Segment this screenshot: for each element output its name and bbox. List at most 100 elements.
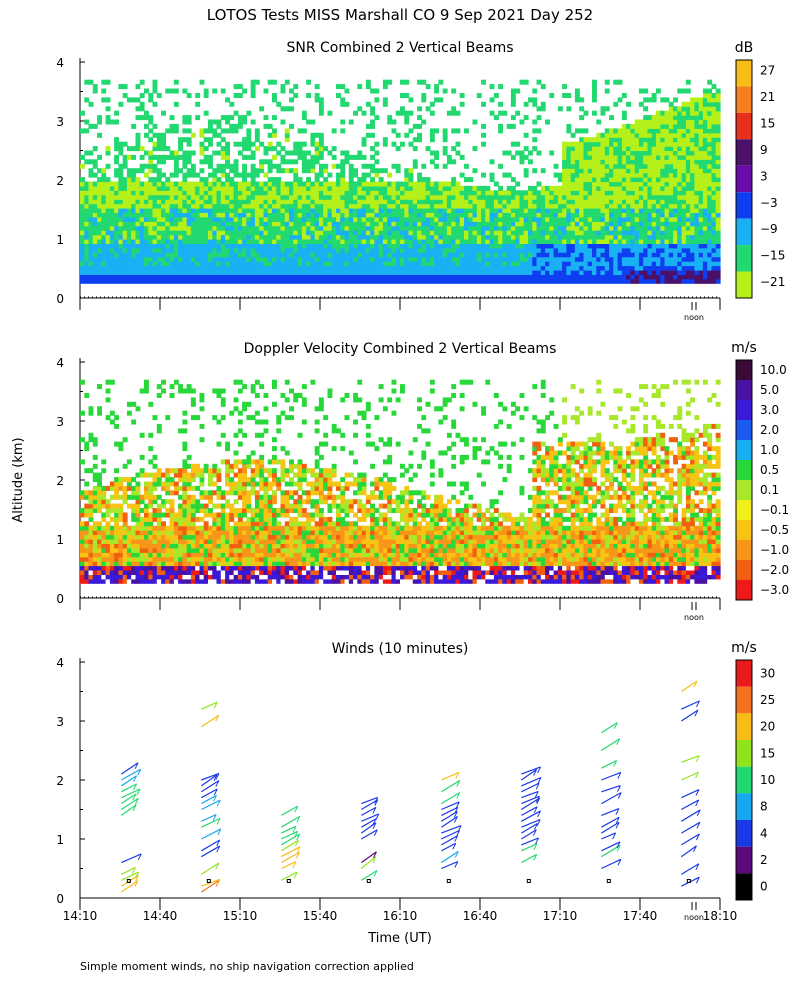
heatmap-cell <box>122 216 128 222</box>
heatmap-cell <box>698 110 704 116</box>
heatmap-cell <box>489 278 495 284</box>
heatmap-cell <box>293 270 299 275</box>
heatmap-cell <box>685 181 691 187</box>
heatmap-cell <box>161 137 166 143</box>
heatmap-cell <box>570 270 576 275</box>
heatmap-cell <box>562 163 567 169</box>
heatmap-cell <box>647 274 653 280</box>
heatmap-cell <box>310 168 316 174</box>
heatmap-cell <box>178 230 183 236</box>
heatmap-cell <box>583 199 589 205</box>
heatmap-cell <box>707 243 713 249</box>
heatmap-cell <box>566 203 572 209</box>
heatmap-cell <box>357 194 363 200</box>
heatmap-cell <box>203 208 209 213</box>
heatmap-cell <box>694 256 700 262</box>
heatmap-cell <box>336 265 341 271</box>
heatmap-cell <box>289 212 294 218</box>
heatmap-cell <box>707 128 713 134</box>
heatmap-cell <box>152 270 158 275</box>
heatmap-cell <box>481 239 486 244</box>
heatmap-cell <box>139 247 145 253</box>
heatmap-cell <box>242 252 247 258</box>
heatmap-cell <box>425 230 431 236</box>
heatmap-cell <box>609 247 614 253</box>
heatmap-cell <box>135 194 141 200</box>
heatmap-cell <box>481 123 486 129</box>
heatmap-cell <box>327 194 333 200</box>
heatmap-cell <box>545 247 550 253</box>
heatmap-cell <box>272 93 277 98</box>
heatmap-cell <box>156 203 162 209</box>
heatmap-cell <box>242 168 247 174</box>
heatmap-cell <box>638 88 644 94</box>
heatmap-cell <box>237 150 243 156</box>
heatmap-cell <box>570 208 576 213</box>
heatmap-cell <box>190 261 196 267</box>
heatmap-cell <box>336 216 341 222</box>
heatmap-cell <box>583 247 589 253</box>
heatmap-cell <box>455 208 461 213</box>
heatmap-cell <box>80 261 85 267</box>
heatmap-cell <box>673 216 678 222</box>
heatmap-cell <box>651 278 657 284</box>
heatmap-cell <box>242 199 247 205</box>
heatmap-cell <box>353 194 358 200</box>
heatmap-cell <box>528 230 533 236</box>
heatmap-cell <box>242 185 247 191</box>
colorbar-swatch <box>736 560 752 580</box>
heatmap-cell <box>643 168 649 174</box>
heatmap-cell <box>621 239 627 244</box>
heatmap-cell <box>609 146 614 152</box>
heatmap-cell <box>272 190 277 196</box>
heatmap-cell <box>476 225 482 231</box>
heatmap-cell <box>250 185 256 191</box>
heatmap-cell <box>621 128 627 134</box>
heatmap-cell <box>114 278 119 284</box>
heatmap-cell <box>144 199 149 205</box>
heatmap-cell <box>126 177 132 183</box>
heatmap-cell <box>681 256 687 262</box>
heatmap-cell <box>660 221 666 227</box>
heatmap-cell <box>242 230 247 236</box>
heatmap-cell <box>161 239 166 244</box>
heatmap-cell <box>656 270 661 275</box>
heatmap-cell <box>438 225 444 231</box>
heatmap-cell <box>574 97 580 103</box>
heatmap-cell <box>707 150 713 156</box>
heatmap-cell <box>630 225 636 231</box>
heatmap-cell <box>664 141 670 147</box>
heatmap-cell <box>694 159 700 165</box>
heatmap-cell <box>532 168 538 174</box>
heatmap-cell <box>254 234 260 240</box>
heatmap-cell <box>387 190 393 196</box>
heatmap-cell <box>216 252 222 258</box>
heatmap-cell <box>118 261 124 267</box>
heatmap-cell <box>643 132 649 138</box>
heatmap-cell <box>711 101 717 107</box>
heatmap-cell <box>434 88 439 94</box>
heatmap-cell <box>549 225 555 231</box>
heatmap-cell <box>229 168 235 174</box>
heatmap-cell <box>88 239 94 244</box>
heatmap-cell <box>220 252 226 258</box>
heatmap-cell <box>88 181 94 187</box>
heatmap-cell <box>348 274 354 280</box>
heatmap-cell <box>702 110 708 116</box>
heatmap-cell <box>144 216 149 222</box>
heatmap-cell <box>361 137 367 143</box>
heatmap-cell <box>139 256 145 262</box>
heatmap-cell <box>613 221 619 227</box>
heatmap-cell <box>626 177 631 183</box>
heatmap-cell <box>600 225 606 231</box>
heatmap-cell <box>634 230 640 236</box>
heatmap-cell <box>446 274 452 280</box>
heatmap-cell <box>306 119 311 125</box>
heatmap-cell <box>118 278 124 284</box>
heatmap-cell <box>408 243 414 249</box>
heatmap-cell <box>536 278 542 284</box>
heatmap-cell <box>446 208 452 213</box>
heatmap-cell <box>617 252 623 258</box>
heatmap-cell <box>532 265 538 271</box>
heatmap-cell <box>690 101 695 107</box>
